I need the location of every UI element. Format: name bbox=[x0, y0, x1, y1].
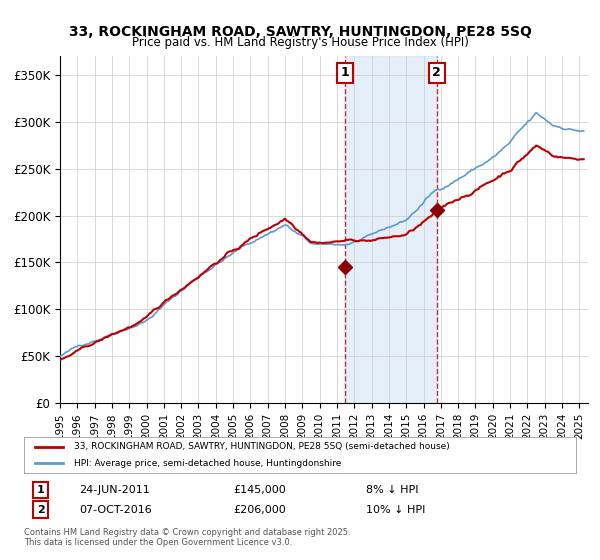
Text: HPI: Average price, semi-detached house, Huntingdonshire: HPI: Average price, semi-detached house,… bbox=[74, 459, 341, 468]
Text: Price paid vs. HM Land Registry's House Price Index (HPI): Price paid vs. HM Land Registry's House … bbox=[131, 36, 469, 49]
Text: 33, ROCKINGHAM ROAD, SAWTRY, HUNTINGDON, PE28 5SQ (semi-detached house): 33, ROCKINGHAM ROAD, SAWTRY, HUNTINGDON,… bbox=[74, 442, 449, 451]
Text: 1: 1 bbox=[37, 485, 44, 495]
Text: Contains HM Land Registry data © Crown copyright and database right 2025.
This d: Contains HM Land Registry data © Crown c… bbox=[24, 528, 350, 547]
Text: 8% ↓ HPI: 8% ↓ HPI bbox=[366, 485, 419, 495]
Text: £206,000: £206,000 bbox=[234, 505, 287, 515]
Text: £145,000: £145,000 bbox=[234, 485, 287, 495]
Text: 07-OCT-2016: 07-OCT-2016 bbox=[79, 505, 152, 515]
Text: 1: 1 bbox=[341, 67, 350, 80]
Text: 10% ↓ HPI: 10% ↓ HPI bbox=[366, 505, 425, 515]
Text: 24-JUN-2011: 24-JUN-2011 bbox=[79, 485, 150, 495]
Bar bbox=[345, 56, 437, 403]
Text: 2: 2 bbox=[433, 67, 441, 80]
Text: 33, ROCKINGHAM ROAD, SAWTRY, HUNTINGDON, PE28 5SQ: 33, ROCKINGHAM ROAD, SAWTRY, HUNTINGDON,… bbox=[68, 25, 532, 39]
Text: 2: 2 bbox=[37, 505, 44, 515]
